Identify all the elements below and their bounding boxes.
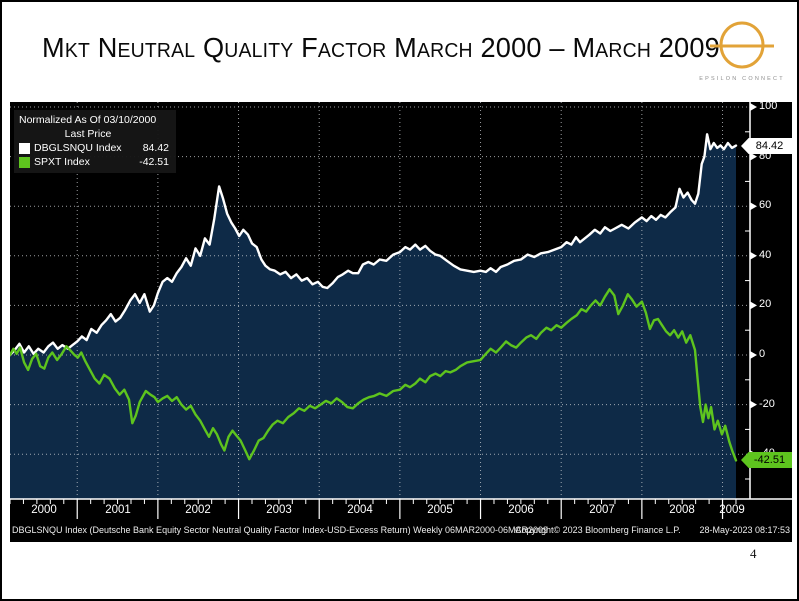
series-label-spxt: SPXT Index: [34, 156, 90, 168]
y-axis-tick-label: 40: [759, 249, 772, 261]
last-price-callout-spxt: -42.51: [741, 452, 792, 468]
page-title: Mkt Neutral Quality Factor March 2000 – …: [42, 32, 720, 63]
x-axis-year-label: 2000: [31, 504, 57, 516]
y-axis-tick-label: 100: [759, 100, 778, 112]
logo-wordmark: EPSILON CONNECT: [699, 76, 785, 82]
x-axis-year-label: 2002: [185, 504, 211, 516]
page-number: 4: [750, 546, 757, 561]
series-value-dbglsnqu: 84.42: [142, 142, 169, 154]
y-axis-tick-label: -20: [759, 398, 775, 410]
footer-index-description: DBGLSNQU Index (Deutsche Bank Equity Sec…: [12, 525, 549, 535]
legend-normalized-note: Normalized As Of 03/10/2000: [19, 114, 157, 126]
x-axis-year-label: 2008: [669, 504, 695, 516]
last-price-callout-dbglsnqu: 84.42: [741, 138, 792, 154]
x-axis-year-label: 2001: [105, 504, 131, 516]
chart-canvas: [10, 102, 792, 519]
x-axis-year-label: 2007: [589, 504, 615, 516]
theta-logo-icon: [710, 21, 774, 69]
y-axis-tick-label: 20: [759, 298, 772, 310]
footer-copyright: Copyright© 2023 Bloomberg Finance L.P.: [515, 525, 681, 535]
legend-last-price-label: Last Price: [64, 128, 112, 140]
y-axis-tick-label: 0: [759, 348, 766, 360]
series-swatch-white: [19, 142, 30, 154]
series-value-spxt: -42.51: [139, 156, 169, 168]
y-axis-tick-label: 60: [759, 199, 772, 211]
legend-row-dbglsnqu: DBGLSNQU Index 84.42: [19, 141, 171, 155]
x-axis-year-label: 2006: [508, 504, 534, 516]
chart-legend: Normalized As Of 03/10/2000 Last Price D…: [14, 110, 176, 173]
x-axis-year-label: 2005: [427, 504, 453, 516]
x-axis-year-label: 2009: [719, 504, 745, 516]
series-label-dbglsnqu: DBGLSNQU Index: [34, 142, 122, 154]
epsilon-logo: EPSILON CONNECT: [690, 16, 794, 82]
footer-timestamp: 28-May-2023 08:17:53: [699, 525, 790, 535]
legend-row-spxt: SPXT Index -42.51: [19, 155, 171, 169]
x-axis-year-label: 2003: [266, 504, 292, 516]
x-axis-year-label: 2004: [347, 504, 373, 516]
bloomberg-chart-panel: Normalized As Of 03/10/2000 Last Price D…: [10, 100, 792, 542]
series-swatch-green: [19, 156, 30, 168]
